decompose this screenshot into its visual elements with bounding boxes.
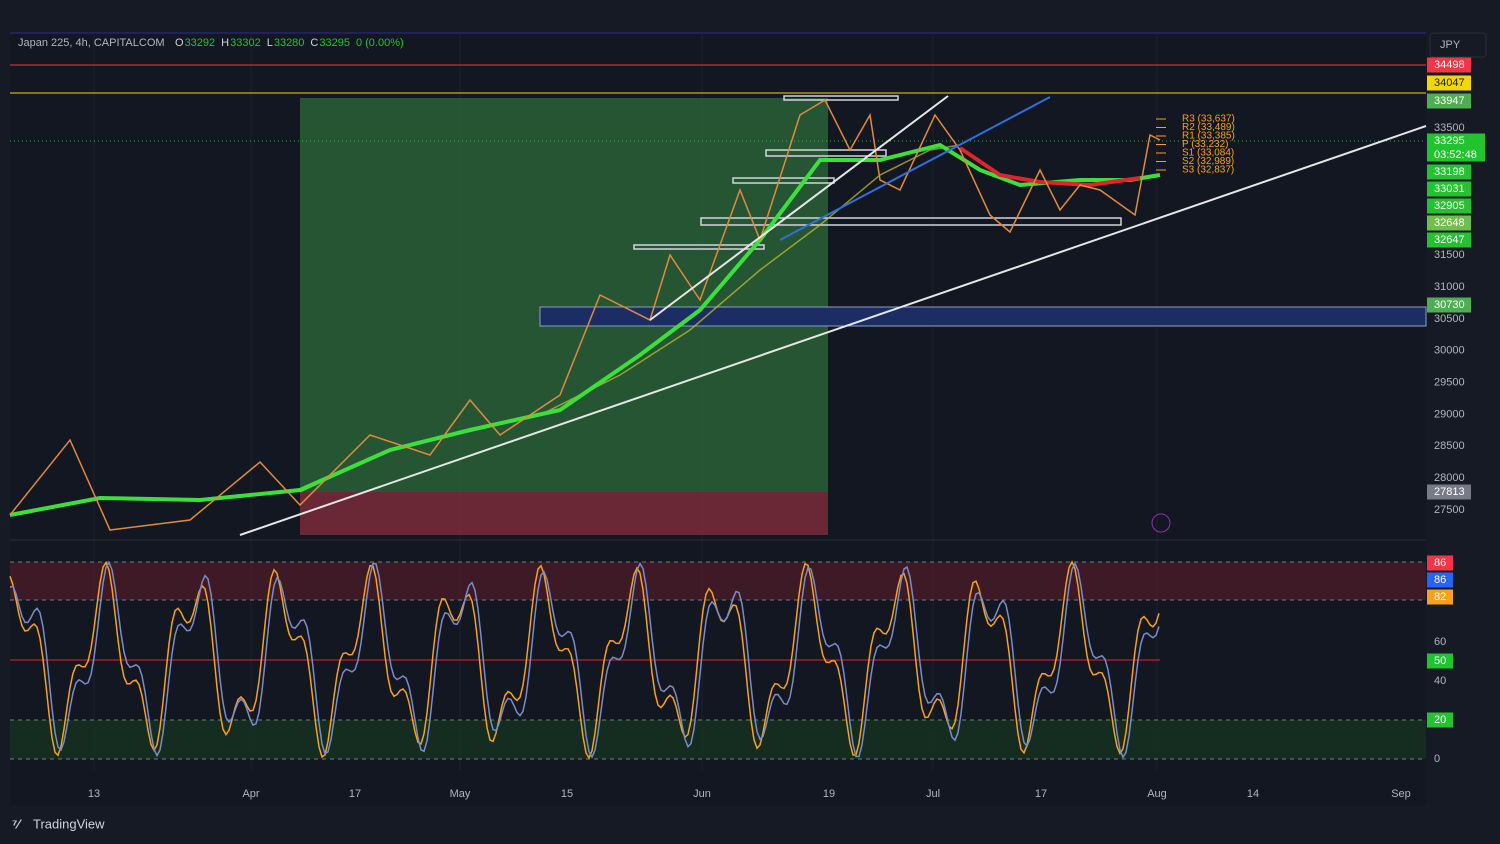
price-badge <box>1427 297 1471 313</box>
trendline <box>649 95 949 321</box>
price-badge <box>1427 75 1471 91</box>
price-tick-label: 29500 <box>1434 377 1465 389</box>
osc-badge <box>1427 712 1453 728</box>
osc-badge-label: 20 <box>1434 714 1446 726</box>
stoch-line <box>9 560 1160 759</box>
price-badge-label: 32648 <box>1434 217 1465 229</box>
price-badge-label: 34047 <box>1434 77 1465 89</box>
price-badge <box>1427 215 1471 231</box>
price-badge <box>1427 232 1471 248</box>
osc-badge-label: 86 <box>1434 557 1446 569</box>
time-label: 17 <box>1035 788 1047 800</box>
price-tick-label: 28500 <box>1434 440 1465 452</box>
trendline <box>239 125 1427 536</box>
ohlc-high-label: H <box>221 37 229 49</box>
time-label: 14 <box>1247 788 1259 800</box>
osc-badge <box>1427 653 1453 669</box>
price-tick-label: 29000 <box>1434 408 1465 420</box>
demand-zone <box>539 306 1427 327</box>
ema-ribbon-bear <box>958 146 1141 188</box>
price-badge <box>1427 181 1471 197</box>
osc-badge <box>1427 555 1453 571</box>
time-label: Sep <box>1391 788 1411 800</box>
price-tick-label: 31500 <box>1434 249 1465 261</box>
currency-button[interactable] <box>1429 32 1487 58</box>
osc-badge-label: 50 <box>1434 655 1446 667</box>
long-position-loss <box>300 492 828 535</box>
price-badge <box>1427 198 1471 214</box>
price-tick-label: 27500 <box>1434 504 1465 516</box>
time-label: Aug <box>1147 788 1167 800</box>
price-badge <box>1427 93 1471 109</box>
ohlc-close-label: C <box>310 37 318 49</box>
price-badge-label: 32905 <box>1434 200 1465 212</box>
ohlc-low: 33280 <box>274 37 305 49</box>
overbought-zone <box>10 562 1426 600</box>
long-position-profit <box>300 98 828 492</box>
pivot-label: S2 (32,989) <box>1182 156 1234 167</box>
pivot-label: R1 (33,385) <box>1182 131 1235 142</box>
osc-badge <box>1427 572 1453 588</box>
price-badge-label: 33947 <box>1434 95 1465 107</box>
price-badge-label: 33295 <box>1434 135 1465 147</box>
price-candles <box>9 98 1161 531</box>
price-badge-label: 33198 <box>1434 166 1465 178</box>
time-label: Jul <box>926 788 940 800</box>
pivot-label: P (33,232) <box>1182 139 1229 150</box>
time-label: Jun <box>693 788 711 800</box>
ohlc-low-label: L <box>267 37 273 49</box>
price-tick-label: 28000 <box>1434 472 1465 484</box>
level-boxes <box>633 95 1122 250</box>
trend-arrow <box>779 96 1051 241</box>
osc-tick-label: 40 <box>1434 675 1446 687</box>
time-label: May <box>450 788 471 800</box>
price-tick-label: 33500 <box>1434 122 1465 134</box>
logo-mark: ⁷⁄ <box>12 816 22 831</box>
osc-levels <box>10 561 1426 760</box>
price-badge <box>1427 133 1485 162</box>
price-badge <box>1427 164 1471 180</box>
ohlc-high: 33302 <box>230 37 261 49</box>
alert-icon[interactable] <box>1151 513 1171 533</box>
ohlc-open-label: O <box>175 37 184 49</box>
symbol: Japan 225, 4h, CAPITALCOM <box>18 37 165 49</box>
price-badge-label: 30730 <box>1434 299 1465 311</box>
time-label: 13 <box>88 788 100 800</box>
logo: TradingView <box>33 816 105 831</box>
price-badge-label: 32647 <box>1434 234 1465 246</box>
osc-tick-label: 0 <box>1434 753 1440 765</box>
time-label: 17 <box>349 788 361 800</box>
pivot-label: S1 (33,084) <box>1182 148 1234 159</box>
pivot-label: R3 (33,637) <box>1182 114 1235 125</box>
time-label: Apr <box>242 788 259 800</box>
osc-badge <box>1427 589 1453 605</box>
price-tick-label: 30500 <box>1434 313 1465 325</box>
price-tick-label: 30000 <box>1434 345 1465 357</box>
osc-badge-label: 86 <box>1434 574 1446 586</box>
time-label: 15 <box>561 788 573 800</box>
price-tick-label: 31000 <box>1434 281 1465 293</box>
time-label: 19 <box>823 788 835 800</box>
currency: JPY <box>1440 39 1461 51</box>
osc-tick-label: 60 <box>1434 636 1446 648</box>
oversold-zone <box>10 720 1426 759</box>
price-badge <box>1427 57 1471 73</box>
price-badge-label: 27813 <box>1434 486 1465 498</box>
price-badge-label: 34498 <box>1434 59 1465 71</box>
ohlc-change: 0 (0.00%) <box>356 37 404 49</box>
pivot-label: R2 (33,489) <box>1182 122 1235 133</box>
ohlc-open: 33292 <box>185 37 216 49</box>
price-badge <box>1427 484 1471 500</box>
osc-badge-label: 82 <box>1434 591 1446 603</box>
pivot-label: S3 (32,837) <box>1182 165 1234 176</box>
countdown: 03:52:48 <box>1434 149 1477 161</box>
ema-ribbon <box>9 142 1161 517</box>
ohlc-close: 33295 <box>319 37 350 49</box>
price-badge-label: 33031 <box>1434 183 1465 195</box>
